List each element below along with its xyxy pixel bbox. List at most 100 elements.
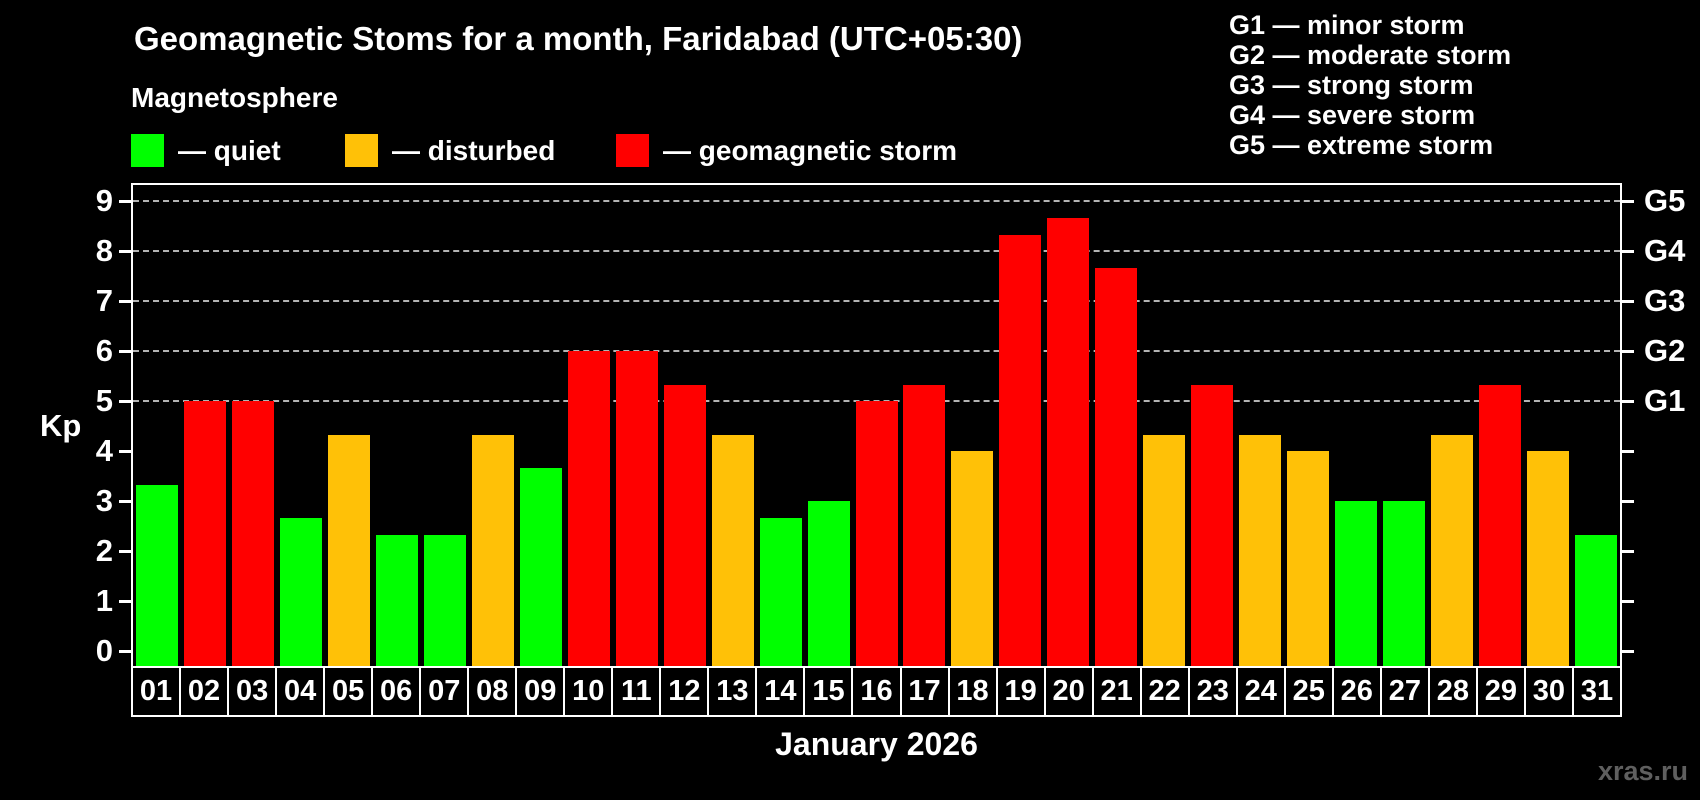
day-label-27: 27	[1382, 668, 1430, 715]
right-tick-2	[1622, 550, 1634, 553]
bar-day-21	[1095, 267, 1138, 666]
day-label-01: 01	[133, 668, 182, 715]
day-label-04: 04	[277, 668, 326, 715]
g-level-label-G1: G1	[1644, 383, 1686, 418]
day-label-09: 09	[517, 668, 566, 715]
right-tick-6	[1622, 350, 1634, 353]
day-label-30: 30	[1526, 668, 1574, 715]
bar-day-27	[1383, 501, 1426, 666]
plot-area	[131, 183, 1622, 668]
y-tick-1	[119, 600, 131, 603]
bar-day-12	[663, 384, 706, 666]
bar-day-28	[1431, 434, 1474, 666]
day-label-15: 15	[805, 668, 854, 715]
bar-day-26	[1335, 501, 1378, 666]
y-axis-left: 0 1 2 3 4 5 6 7 8 9	[0, 0, 131, 800]
x-axis-title: January 2026	[775, 726, 978, 762]
bar-day-05	[327, 434, 370, 666]
g-level-label-G4: G4	[1644, 233, 1686, 268]
bar-day-31	[1575, 534, 1618, 666]
day-label-18: 18	[950, 668, 998, 715]
bars	[133, 185, 1620, 666]
gscale-g1: G1 — minor storm	[1229, 10, 1465, 40]
day-label-12: 12	[661, 668, 710, 715]
right-tick-4	[1622, 450, 1634, 453]
day-label-20: 20	[1046, 668, 1094, 715]
bar-day-02	[183, 401, 226, 666]
right-tick-5	[1622, 400, 1634, 403]
y-tick-label-3: 3	[95, 483, 113, 518]
watermark: xras.ru	[1597, 756, 1688, 786]
right-tick-8	[1622, 250, 1634, 253]
g-level-label-G2: G2	[1644, 333, 1686, 368]
day-label-08: 08	[469, 668, 518, 715]
bar-day-22	[1143, 434, 1186, 666]
bar-day-23	[1191, 384, 1234, 666]
g-level-label-G3: G3	[1644, 283, 1686, 318]
day-label-11: 11	[613, 668, 662, 715]
legend-item-disturbed: — disturbed	[345, 134, 555, 167]
gscale-g5: G5 — extreme storm	[1229, 130, 1494, 160]
right-tick-3	[1622, 500, 1634, 503]
legend-item-storm: — geomagnetic storm	[616, 134, 957, 167]
bar-day-07	[423, 534, 466, 666]
y-tick-label-5: 5	[95, 383, 113, 418]
gridline-kp8	[133, 250, 1620, 252]
y-tick-label-2: 2	[95, 533, 113, 568]
y-tick-label-7: 7	[95, 283, 113, 318]
bar-day-15	[807, 501, 850, 666]
bar-day-18	[951, 451, 994, 666]
day-label-25: 25	[1286, 668, 1334, 715]
day-label-17: 17	[902, 668, 950, 715]
day-label-23: 23	[1190, 668, 1238, 715]
legend-disturbed-label: — disturbed	[392, 134, 556, 166]
y-tick-label-1: 1	[95, 583, 113, 618]
right-tick-9	[1622, 200, 1634, 203]
gscale-g3: G3 — strong storm	[1229, 70, 1474, 100]
bar-day-24	[1239, 434, 1282, 666]
y-tick-0	[119, 650, 131, 653]
bar-day-09	[519, 467, 562, 666]
y-axis-title: Kp	[40, 408, 82, 443]
bar-day-01	[135, 484, 178, 666]
right-tick-0	[1622, 650, 1634, 653]
day-label-10: 10	[565, 668, 614, 715]
day-label-31: 31	[1574, 668, 1622, 715]
y-tick-3	[119, 500, 131, 503]
bar-day-30	[1527, 451, 1570, 666]
day-label-28: 28	[1430, 668, 1478, 715]
day-label-24: 24	[1238, 668, 1286, 715]
y-axis-right: G1 G2 G3 G4 G5	[1622, 0, 1700, 800]
bar-day-08	[471, 434, 514, 666]
bar-day-04	[279, 517, 322, 666]
day-label-07: 07	[421, 668, 470, 715]
bar-day-11	[615, 351, 658, 666]
bar-day-13	[711, 434, 754, 666]
bar-day-20	[1047, 217, 1090, 666]
y-tick-5	[119, 400, 131, 403]
y-tick-6	[119, 350, 131, 353]
y-tick-label-4: 4	[95, 433, 113, 468]
chart-subtitle: Magnetosphere	[131, 82, 338, 113]
y-tick-4	[119, 450, 131, 453]
bar-day-19	[999, 234, 1042, 666]
day-label-21: 21	[1094, 668, 1142, 715]
y-tick-label-6: 6	[95, 333, 113, 368]
bar-day-16	[855, 401, 898, 666]
y-tick-8	[119, 250, 131, 253]
legend-storm-label: — geomagnetic storm	[663, 134, 958, 166]
day-label-05: 05	[325, 668, 374, 715]
day-label-02: 02	[181, 668, 230, 715]
gridline-kp6	[133, 350, 1620, 352]
gscale-g2: G2 — moderate storm	[1229, 40, 1512, 70]
quiet-swatch-icon	[131, 134, 164, 167]
right-tick-7	[1622, 300, 1634, 303]
day-label-26: 26	[1334, 668, 1382, 715]
storm-scale-legend: G1 — minor storm G2 — moderate storm G3 …	[1229, 10, 1511, 160]
legend-quiet-label: — quiet	[178, 134, 281, 166]
y-tick-label-8: 8	[95, 233, 113, 268]
day-label-14: 14	[757, 668, 806, 715]
y-tick-label-9: 9	[95, 183, 113, 218]
disturbed-swatch-icon	[345, 134, 378, 167]
